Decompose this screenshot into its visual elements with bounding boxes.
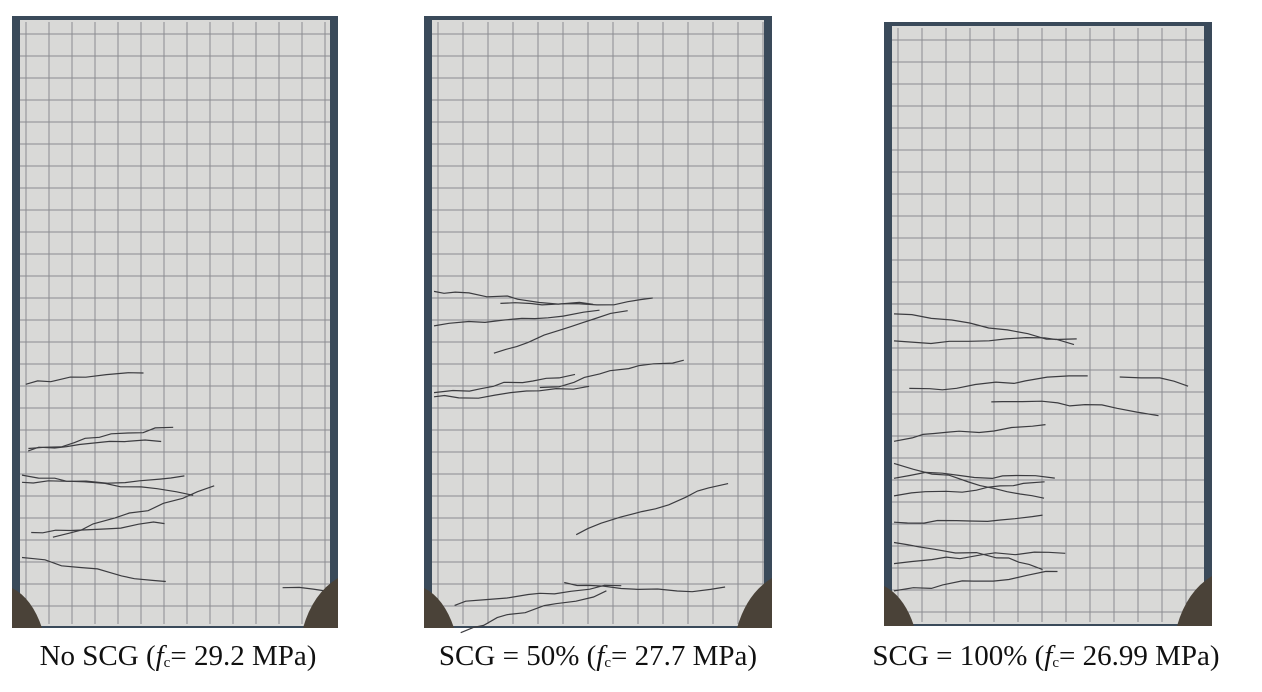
crack [52,485,215,538]
crack [433,309,600,327]
crack [893,481,1045,497]
caption-suffix: = 29.2 MPa) [170,640,317,672]
caption-suffix: = 27.7 MPa) [611,640,758,672]
crack [575,483,729,536]
caption-subscript: c [163,655,171,671]
caption: SCG = 50% (fc= 27.7 MPa) [400,640,796,673]
crack [893,541,1043,571]
crack [500,297,653,306]
caption: SCG = 100% (fc= 26.99 MPa) [836,640,1256,673]
caption-prefix: SCG = 50% ( [438,640,597,672]
caption-subscript: c [1052,655,1059,671]
caption-prefix: No SCG ( [39,640,156,672]
crack [433,290,594,305]
crack [25,372,144,385]
caption-suffix: = 26.99 MPa) [1059,640,1220,672]
crack [991,400,1159,417]
crack [909,375,1088,391]
crack [21,556,166,583]
caption-prefix: SCG = 100% ( [872,640,1045,672]
caption-subscript: c [604,655,611,671]
crack [893,514,1043,524]
crack [893,336,1077,345]
crack [31,521,165,534]
crack [433,373,576,394]
crack [21,474,194,496]
crack [1119,376,1189,387]
crack [433,385,590,399]
caption: No SCG (fc= 29.2 MPa) [0,640,356,673]
specimen [892,26,1204,624]
crack [564,581,726,593]
crack [493,310,628,354]
crack [893,462,1045,499]
crack [28,426,174,450]
spalling [884,576,1212,626]
caption-symbol: f [596,640,605,672]
crack [893,313,1075,346]
caption-symbol: f [155,640,164,672]
photos [12,16,1212,634]
spalling [12,578,338,628]
crack [893,471,1055,480]
crack [460,590,607,634]
crack [893,570,1058,592]
caption-symbol: f [1044,640,1053,672]
crack [282,586,326,592]
specimen [20,20,330,626]
crack [893,551,1066,565]
crack [539,359,684,389]
crack [21,475,185,484]
crack [893,424,1046,442]
crack [454,584,622,606]
specimen [432,20,764,626]
